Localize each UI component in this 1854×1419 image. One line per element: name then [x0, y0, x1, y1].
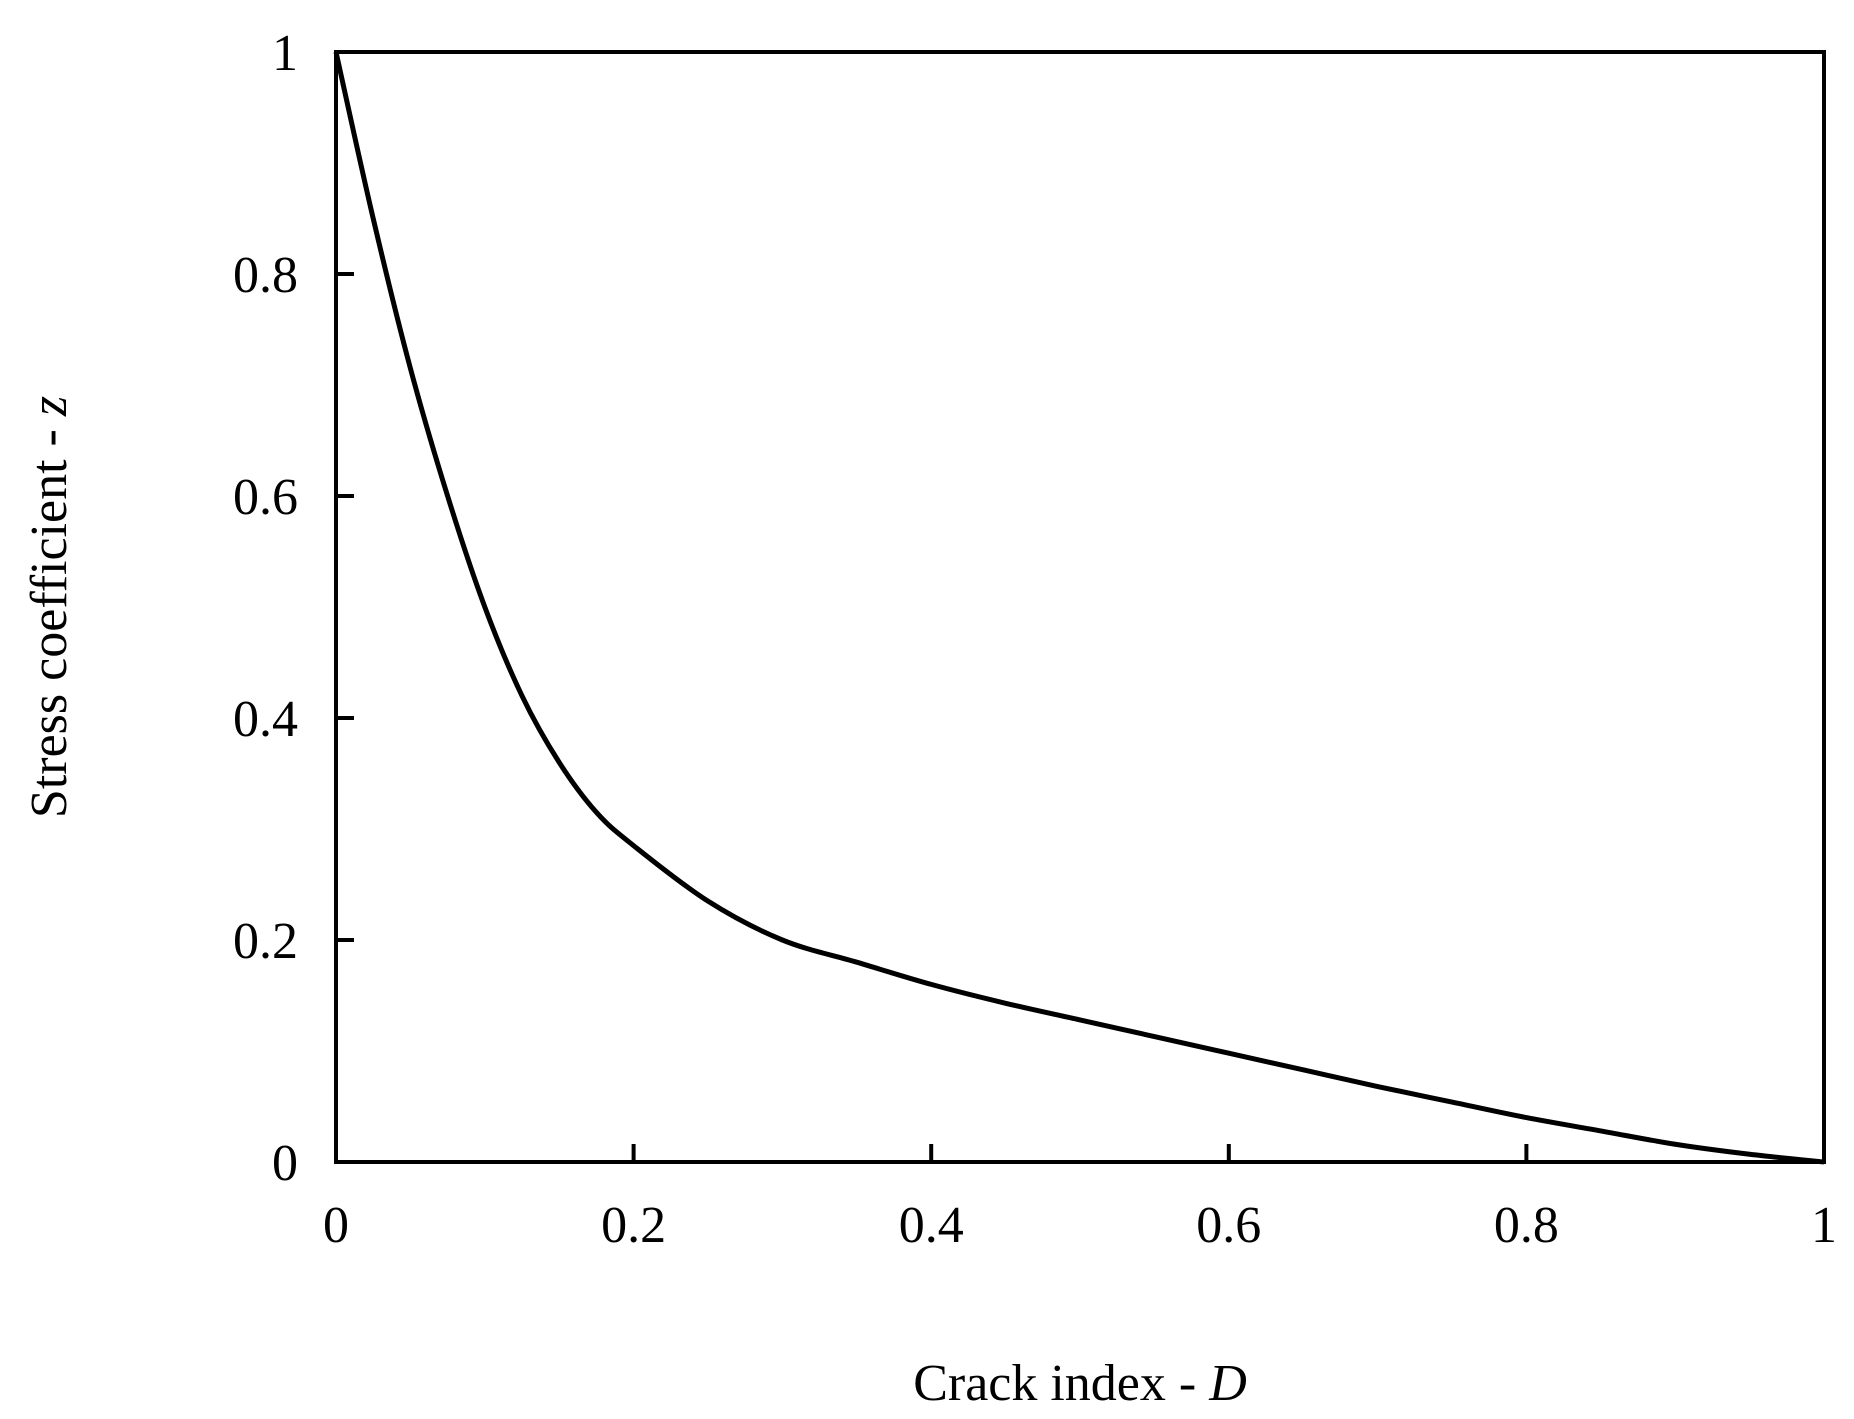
y-axis-label-text: Stress coefficient -: [21, 416, 78, 818]
plot-area: 0 0.2 0.4 0.6 0.8 1 0 0.2 0.4 0.6 0.8 1: [233, 25, 1837, 1254]
x-tick-label: 0.2: [601, 1197, 666, 1254]
x-tick-label: 1: [1811, 1197, 1837, 1254]
plot-frame: [334, 50, 1826, 1164]
y-tick-label: 0: [272, 1135, 298, 1192]
y-axis-ticks: 0 0.2 0.4 0.6 0.8 1: [233, 25, 354, 1192]
x-axis-ticks: 0 0.2 0.4 0.6 0.8 1: [323, 1144, 1837, 1254]
y-tick-label: 0.4: [233, 691, 298, 748]
x-tick-label: 0.6: [1196, 1197, 1261, 1254]
y-tick-label: 0.2: [233, 913, 298, 970]
x-tick-label: 0: [323, 1197, 349, 1254]
y-tick-label: 1: [272, 25, 298, 82]
series-line: [333, 51, 1825, 1165]
y-axis-label-variable: z: [21, 396, 78, 417]
x-axis-label-variable: D: [1208, 1355, 1247, 1412]
x-axis-label-text: Crack index -: [913, 1355, 1209, 1412]
x-axis-label: Crack index - D: [913, 1355, 1247, 1412]
x-tick-label: 0.8: [1494, 1197, 1559, 1254]
y-tick-label: 0.8: [233, 247, 298, 304]
series-layer: [333, 51, 1825, 1165]
y-tick-label: 0.6: [233, 469, 298, 526]
x-tick-label: 0.4: [899, 1197, 964, 1254]
y-axis-label: Stress coefficient - z: [21, 396, 78, 818]
